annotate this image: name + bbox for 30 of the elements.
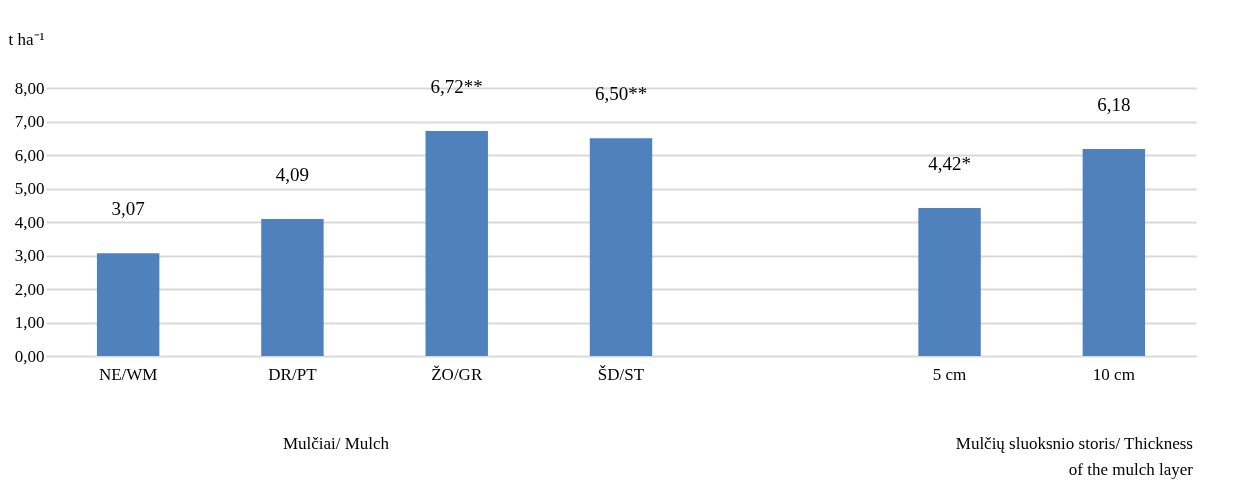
data-label: 4,09 — [275, 163, 310, 185]
bar — [425, 130, 488, 356]
y-tick-label: 2,00 — [14, 279, 45, 299]
text: Mulčiai/ Mulch — [282, 434, 390, 453]
bar — [589, 138, 653, 356]
y-tick-label: 7,00 — [14, 112, 45, 131]
y-tick-label: 1,00 — [14, 313, 45, 332]
y-tick-label: 5,00 — [14, 179, 45, 198]
bar — [261, 218, 324, 356]
data-label: 3,07 — [111, 198, 145, 220]
y-tick-label: 0,00 — [14, 346, 45, 366]
data-label: 6,18 — [1097, 93, 1131, 115]
x-tick-label: DR/PT — [268, 364, 318, 384]
bar — [918, 207, 981, 356]
data-label: 6,72** — [430, 75, 483, 97]
text: Mulčių sluoksnio storis/ Thickness of the mulch layer — [955, 434, 1194, 479]
y-tick-label: 8,00 — [14, 78, 45, 98]
y-axis-title: t ha⁻¹ — [8, 29, 45, 49]
bar — [1082, 148, 1146, 356]
y-tick-label: 4,00 — [14, 212, 45, 232]
y-tick-label: 3,00 — [14, 246, 45, 265]
x-tick-label: NE/WM — [98, 364, 158, 384]
x-tick-label: ŽO/GR — [431, 364, 483, 384]
x-tick-label: 10 cm — [1092, 364, 1135, 384]
x-tick-label: 5 cm — [932, 364, 967, 384]
bar — [96, 253, 160, 356]
x-tick-label: ŠD/ST — [597, 364, 645, 384]
data-label: 4,42* — [928, 152, 971, 174]
data-label: 6,50** — [594, 83, 648, 105]
y-tick-label: 6,00 — [14, 145, 45, 165]
